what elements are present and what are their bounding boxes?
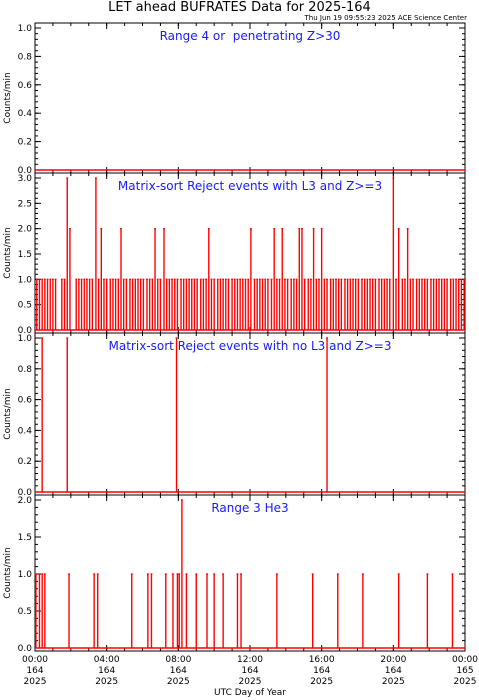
y-tick-label: 0.4 [18, 109, 33, 119]
panel-frame [34, 172, 466, 334]
x-tick-label-year: 2025 [24, 677, 47, 687]
y-tick-label: 1.5 [18, 250, 32, 260]
x-tick-label-time: 16:00 [309, 655, 335, 665]
y-tick-label: 3.0 [18, 174, 33, 184]
y-tick-label: 0.4 [18, 426, 33, 436]
x-tick-label-year: 2025 [382, 677, 405, 687]
x-tick-label-doy: 164 [385, 666, 402, 676]
x-tick-label-time: 20:00 [380, 655, 406, 665]
x-tick-label-time: 12:00 [237, 655, 263, 665]
y-axis-label: Counts/min [3, 388, 13, 439]
x-tick-label-doy: 164 [98, 666, 115, 676]
x-tick-label-year: 2025 [167, 677, 190, 687]
panel-frame [34, 494, 466, 652]
x-tick-label-year: 2025 [310, 677, 333, 687]
x-tick-label-doy: 164 [26, 666, 43, 676]
x-tick-label-doy: 164 [313, 666, 330, 676]
x-tick-label-year: 2025 [454, 677, 477, 687]
y-tick-label: 0.0 [18, 488, 33, 498]
y-tick-label: 0.6 [18, 81, 33, 91]
y-tick-label: 1.0 [18, 334, 33, 344]
y-tick-label: 1.0 [18, 570, 33, 580]
x-tick-label-year: 2025 [239, 677, 262, 687]
y-axis-label: Counts/min [3, 72, 13, 123]
x-tick-label-doy: 165 [456, 666, 473, 676]
y-tick-label: 2.5 [18, 199, 32, 209]
y-tick-label: 1.5 [18, 533, 32, 543]
x-tick-label-year: 2025 [95, 677, 118, 687]
y-tick-label: 0.0 [18, 326, 33, 336]
y-tick-label: 0.0 [18, 166, 33, 176]
y-tick-label: 2.0 [18, 496, 33, 506]
panel-frame [34, 332, 466, 496]
y-tick-label: 0.5 [18, 301, 32, 311]
y-tick-label: 0.8 [18, 52, 33, 62]
y-tick-label: 0.2 [18, 457, 32, 467]
y-tick-label: 2.0 [18, 225, 33, 235]
timestamp: Thu Jun 19 09:55:23 2025 ACE Science Cen… [304, 14, 468, 22]
x-tick-label-doy: 164 [241, 666, 258, 676]
panel-title: Matrix-sort Reject events with no L3 and… [109, 339, 392, 353]
x-tick-label-time: 08:00 [165, 655, 191, 665]
x-tick-label-doy: 164 [170, 666, 187, 676]
y-tick-label: 0.6 [18, 396, 33, 406]
x-tick-label-time: 00:00 [452, 655, 478, 665]
panel-title: Range 4 or penetrating Z>30 [160, 29, 341, 43]
panel-title: Matrix-sort Reject events with L3 and Z>… [118, 179, 382, 193]
y-axis-label: Counts/min [3, 227, 13, 278]
y-tick-label: 0.5 [18, 607, 32, 617]
y-tick-label: 0.8 [18, 365, 33, 375]
x-axis-label: UTC Day of Year [214, 688, 286, 698]
page-title: LET ahead BUFRATES Data for 2025-164 [108, 0, 371, 15]
y-tick-label: 1.0 [18, 275, 33, 285]
x-tick-label-time: 00:00 [22, 655, 48, 665]
x-tick-label-time: 04:00 [94, 655, 120, 665]
y-axis-label: Counts/min [3, 547, 13, 598]
y-tick-label: 0.0 [18, 644, 33, 654]
panel-frame [34, 22, 466, 174]
y-tick-label: 1.0 [18, 24, 33, 34]
y-tick-label: 0.2 [18, 138, 32, 148]
panel-title: Range 3 He3 [211, 501, 288, 515]
